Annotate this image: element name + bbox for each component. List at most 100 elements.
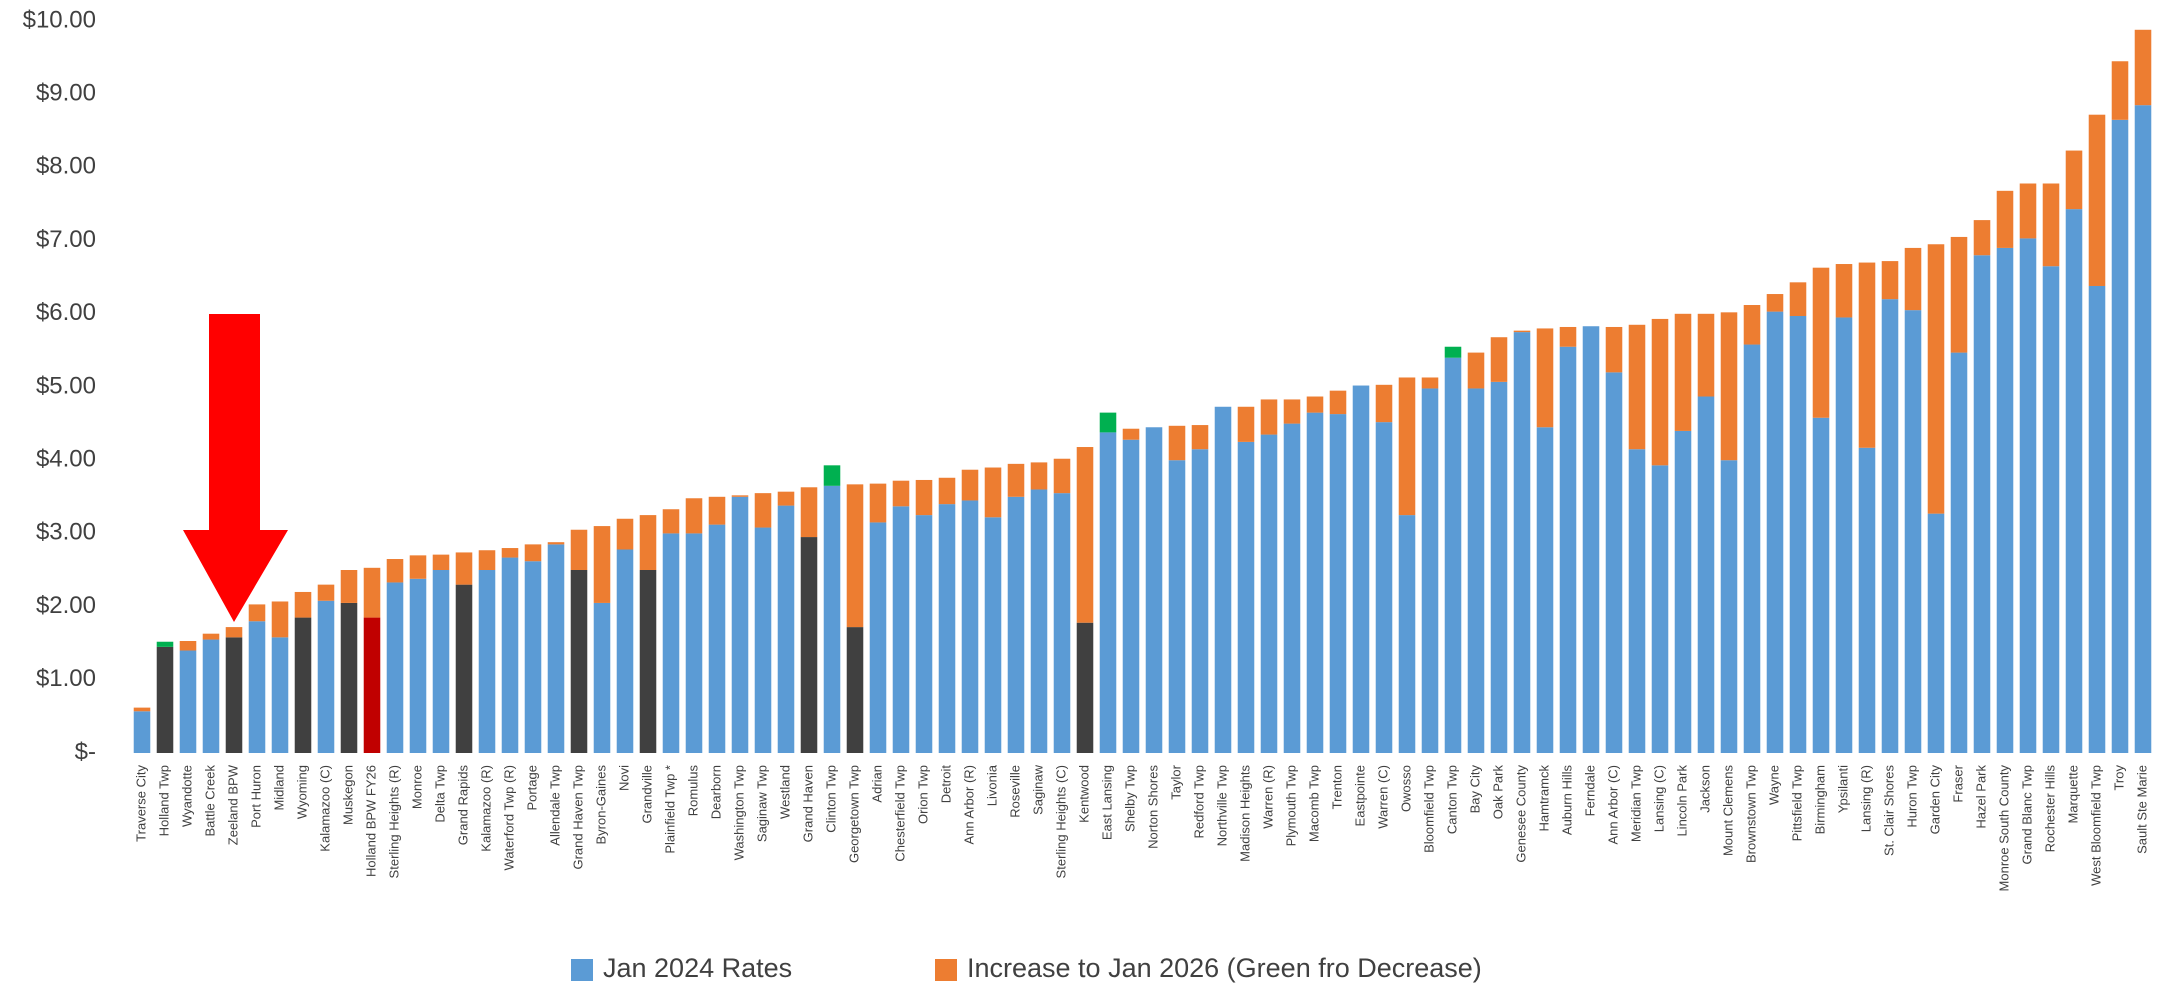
x-tick-label: Orion Twp xyxy=(915,765,930,824)
bar-segment xyxy=(1122,439,1140,753)
bar-segment xyxy=(432,570,450,753)
bar-segment xyxy=(340,602,358,753)
bar-segment xyxy=(662,533,680,753)
x-tick-label: Kalamazoo (C) xyxy=(317,765,332,852)
bar-segment xyxy=(2019,183,2037,239)
bar-segment xyxy=(455,552,473,585)
bar-segment xyxy=(869,522,887,753)
bar-segment xyxy=(1766,311,1784,753)
x-tick-label: Trenton xyxy=(1329,765,1344,809)
x-tick-label: East Lansing xyxy=(1099,765,1114,840)
bar-segment xyxy=(616,549,634,753)
bar-segment xyxy=(294,591,312,618)
bar-segment xyxy=(2042,266,2060,753)
bar-segment xyxy=(1329,414,1347,753)
x-tick-label: Ypsilanti xyxy=(1835,765,1850,813)
bar-segment xyxy=(2111,119,2129,753)
bar-segment xyxy=(915,479,933,516)
bar-segment xyxy=(1513,330,1531,333)
bar-segment xyxy=(1697,396,1715,753)
bar-segment xyxy=(938,477,956,505)
x-tick-label: Lansing (R) xyxy=(1858,765,1873,832)
y-tick-label: $5.00 xyxy=(36,372,96,399)
bar-segment xyxy=(179,641,197,651)
legend-label: Jan 2024 Rates xyxy=(603,953,792,983)
x-tick-label: Grand Rapids xyxy=(455,765,470,846)
x-tick-label: Midland xyxy=(271,765,286,811)
x-tick-label: Byron-Gaines xyxy=(593,765,608,845)
bar-segment xyxy=(1628,449,1646,753)
x-tick-label: Romulus xyxy=(685,765,700,817)
x-tick-label: Holland BPW FY26 xyxy=(363,765,378,877)
x-tick-label: Dearborn xyxy=(708,765,723,819)
bar-segment xyxy=(1605,372,1623,753)
legend-swatch xyxy=(935,959,957,981)
x-tick-label: Zeeland BPW xyxy=(225,764,240,845)
y-tick-label: $9.00 xyxy=(36,80,96,107)
bar-segment xyxy=(616,518,634,550)
x-tick-label: West Bloomfield Twp xyxy=(2088,765,2103,886)
x-tick-label: Wyandotte xyxy=(179,765,194,827)
bar-segment xyxy=(2042,183,2060,267)
bar-segment xyxy=(1674,313,1692,431)
bar-segment xyxy=(1628,324,1646,450)
bar-segment xyxy=(938,504,956,753)
bar-segment xyxy=(800,537,818,753)
bar-segment xyxy=(156,646,174,753)
bar-segment xyxy=(1904,247,1922,311)
bar-segment xyxy=(1030,462,1048,490)
bar-segment xyxy=(156,641,174,647)
bar-segment xyxy=(1651,318,1669,466)
y-tick-label: $8.00 xyxy=(36,153,96,180)
x-tick-label: Meridian Twp xyxy=(1628,765,1643,842)
bar-segment xyxy=(1996,190,2014,248)
bar-segment xyxy=(271,601,289,638)
y-tick-label: $4.00 xyxy=(36,446,96,473)
bar-segment xyxy=(1145,427,1163,753)
bar-segment xyxy=(754,493,772,528)
bar-segment xyxy=(225,637,243,753)
bar-segment xyxy=(1053,493,1071,753)
x-tick-label: Roseville xyxy=(1007,765,1022,818)
bar-segment xyxy=(1513,332,1531,753)
bar-segment xyxy=(1927,244,1945,514)
x-tick-label: Rochester Hills xyxy=(2042,765,2057,853)
x-tick-label: Grandville xyxy=(639,765,654,824)
y-tick-label: $2.00 xyxy=(36,592,96,619)
bar-segment xyxy=(478,550,496,570)
x-tick-label: Bloomfield Twp xyxy=(1421,765,1436,853)
x-tick-label: St. Clair Shores xyxy=(1881,765,1896,857)
bar-segment xyxy=(1007,463,1025,497)
bar-segment xyxy=(1743,344,1761,753)
bar-segment xyxy=(777,491,795,506)
x-tick-label: Monroe xyxy=(409,765,424,809)
bar-segment xyxy=(1467,352,1485,389)
bar-segment xyxy=(271,637,289,753)
bar-segment xyxy=(846,484,864,628)
bar-segment xyxy=(731,496,749,753)
bars xyxy=(133,29,2152,754)
x-tick-label: Warren (C) xyxy=(1375,765,1390,829)
bar-segment xyxy=(2088,114,2106,286)
x-tick-label: Norton Shores xyxy=(1145,765,1160,849)
bar-segment xyxy=(846,627,864,753)
bar-segment xyxy=(1421,388,1439,753)
bar-segment xyxy=(593,526,611,603)
bar-segment xyxy=(708,496,726,525)
x-tick-label: Holland Twp xyxy=(156,765,171,836)
bar-segment xyxy=(1191,449,1209,753)
bar-segment xyxy=(1927,513,1945,753)
bar-segment xyxy=(1352,385,1370,753)
x-tick-label: Madison Heights xyxy=(1237,765,1252,862)
bar-segment xyxy=(961,469,979,501)
y-tick-label: $7.00 xyxy=(36,226,96,253)
bar-segment xyxy=(1053,458,1071,494)
x-tick-label: Huron Twp xyxy=(1904,765,1919,828)
x-tick-label: Oak Park xyxy=(1490,765,1505,820)
bar-segment xyxy=(340,570,358,603)
legend-label: Increase to Jan 2026 (Green fro Decrease… xyxy=(967,953,1482,983)
bar-segment xyxy=(1007,496,1025,753)
y-tick-label: $10.00 xyxy=(23,6,96,33)
bar-segment xyxy=(1766,294,1784,312)
x-tick-label: Redford Twp xyxy=(1191,765,1206,838)
